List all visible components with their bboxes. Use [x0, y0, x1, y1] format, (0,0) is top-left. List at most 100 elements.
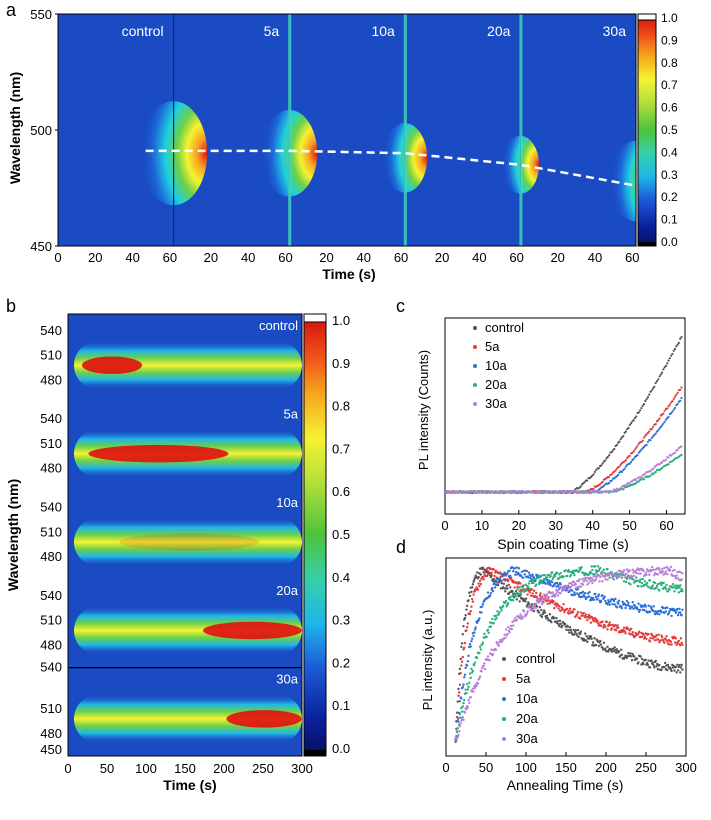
panel-d-point	[599, 600, 603, 603]
panel-c-point	[588, 490, 591, 493]
panel-d-point	[508, 631, 511, 634]
panel-c-point	[654, 423, 657, 426]
panel-c-point	[661, 371, 664, 374]
panel-c-point	[667, 456, 670, 459]
panel-d-point	[668, 610, 671, 613]
panel-d-point	[590, 576, 593, 580]
panel-d-point	[666, 663, 670, 667]
panel-d-point	[537, 611, 541, 614]
panel-c-point	[608, 481, 611, 485]
panel-c-point	[657, 378, 660, 381]
panel-a-label-10a: 10a	[371, 23, 395, 39]
panel-d-point	[468, 612, 472, 616]
panel-d-point	[672, 586, 675, 589]
panel-d-point	[589, 621, 593, 624]
panel-c-point	[601, 480, 604, 484]
panel-d-point	[476, 571, 479, 574]
panel-d-point	[573, 573, 576, 577]
panel-c-point	[619, 437, 622, 441]
panel-d-point	[478, 617, 481, 620]
panel-b-xtick: 0	[64, 761, 71, 776]
panel-d-series-30a	[454, 565, 684, 740]
panel-d-point	[495, 583, 498, 587]
panel-d-point	[650, 633, 654, 637]
panel-c-point	[646, 396, 649, 399]
panel-c-point	[560, 489, 563, 493]
panel-d-point	[565, 628, 568, 632]
panel-b-colorbar-tick: 0.4	[332, 570, 350, 585]
panel-d-point	[674, 641, 677, 644]
panel-d-point	[601, 594, 604, 597]
panel-d-point	[460, 660, 464, 663]
panel-d-point	[504, 599, 508, 603]
panel-d-legend-control: control	[516, 651, 555, 666]
panel-c-point	[654, 471, 657, 474]
panel-d-point	[457, 717, 460, 720]
panel-b-ytick: 540	[40, 500, 62, 515]
panel-d-point	[473, 686, 477, 690]
panel-d-point	[677, 591, 680, 594]
panel-d-point	[562, 602, 565, 606]
panel-b-label-20a: 20a	[276, 583, 298, 598]
panel-d-point	[476, 588, 480, 591]
panel-c-series-20a	[443, 453, 683, 495]
panel-d-point	[550, 580, 554, 584]
panel-d-point	[461, 655, 464, 659]
panel-d-point	[676, 613, 680, 617]
panel-a-label-5a: 5a	[264, 23, 280, 39]
panel-d-point	[469, 610, 472, 613]
panel-c-point	[587, 491, 590, 494]
panel-d-point	[599, 643, 603, 646]
panel-d-xtick: 250	[635, 760, 657, 775]
panel-d-point	[472, 580, 475, 583]
panel-d-point	[455, 730, 459, 734]
panel-c-point	[651, 387, 655, 390]
panel-d-point	[673, 568, 676, 572]
panel-d-point	[581, 614, 584, 617]
panel-c-point	[644, 399, 647, 403]
panel-d-point	[658, 663, 661, 667]
panel-d-point	[648, 640, 652, 643]
panel-d-point	[622, 571, 625, 574]
panel-d-point	[648, 666, 652, 669]
panel-d-point	[658, 613, 661, 616]
panel-d-point	[591, 641, 595, 644]
panel-d-point	[681, 589, 684, 593]
panel-d-point	[506, 579, 510, 583]
panel-a-colorbar-tick: 0.5	[661, 123, 678, 137]
panel-d-point	[551, 591, 554, 594]
panel-d-point	[608, 576, 611, 579]
panel-c-point	[675, 393, 678, 396]
panel-d-point	[614, 623, 617, 627]
panel-d-point	[457, 694, 460, 697]
panel-b-xtick: 250	[252, 761, 274, 776]
panel-d-point	[630, 575, 634, 578]
panel-d-point	[611, 602, 614, 606]
panel-d-point	[576, 592, 579, 595]
panel-d-point	[566, 574, 569, 578]
panel-c-point	[673, 406, 677, 410]
panel-c-point	[604, 459, 607, 462]
panel-d-point	[463, 673, 467, 677]
panel-d-point	[459, 671, 462, 675]
panel-b-colorbar-tick: 0.2	[332, 655, 350, 670]
panel-c-point	[642, 403, 646, 406]
panel-d-point	[634, 631, 637, 635]
panel-d-point	[517, 571, 520, 575]
panel-d-point	[658, 589, 661, 592]
panel-d-point	[531, 592, 534, 595]
panel-d-point	[469, 676, 472, 680]
panel-c-point	[667, 463, 670, 466]
panel-c-point	[676, 391, 679, 394]
panel-c-point	[592, 487, 595, 491]
panel-d-point	[539, 579, 542, 582]
panel-d-xtick: 50	[479, 760, 493, 775]
panel-d-point	[556, 594, 560, 597]
panel-d-point	[545, 614, 549, 618]
panel-c-point	[646, 440, 649, 444]
panel-c-point	[661, 466, 664, 470]
panel-d-point	[587, 595, 590, 598]
panel-d-point	[461, 685, 464, 689]
panel-d-point	[532, 589, 536, 592]
panel-b-label-control: control	[259, 318, 298, 333]
